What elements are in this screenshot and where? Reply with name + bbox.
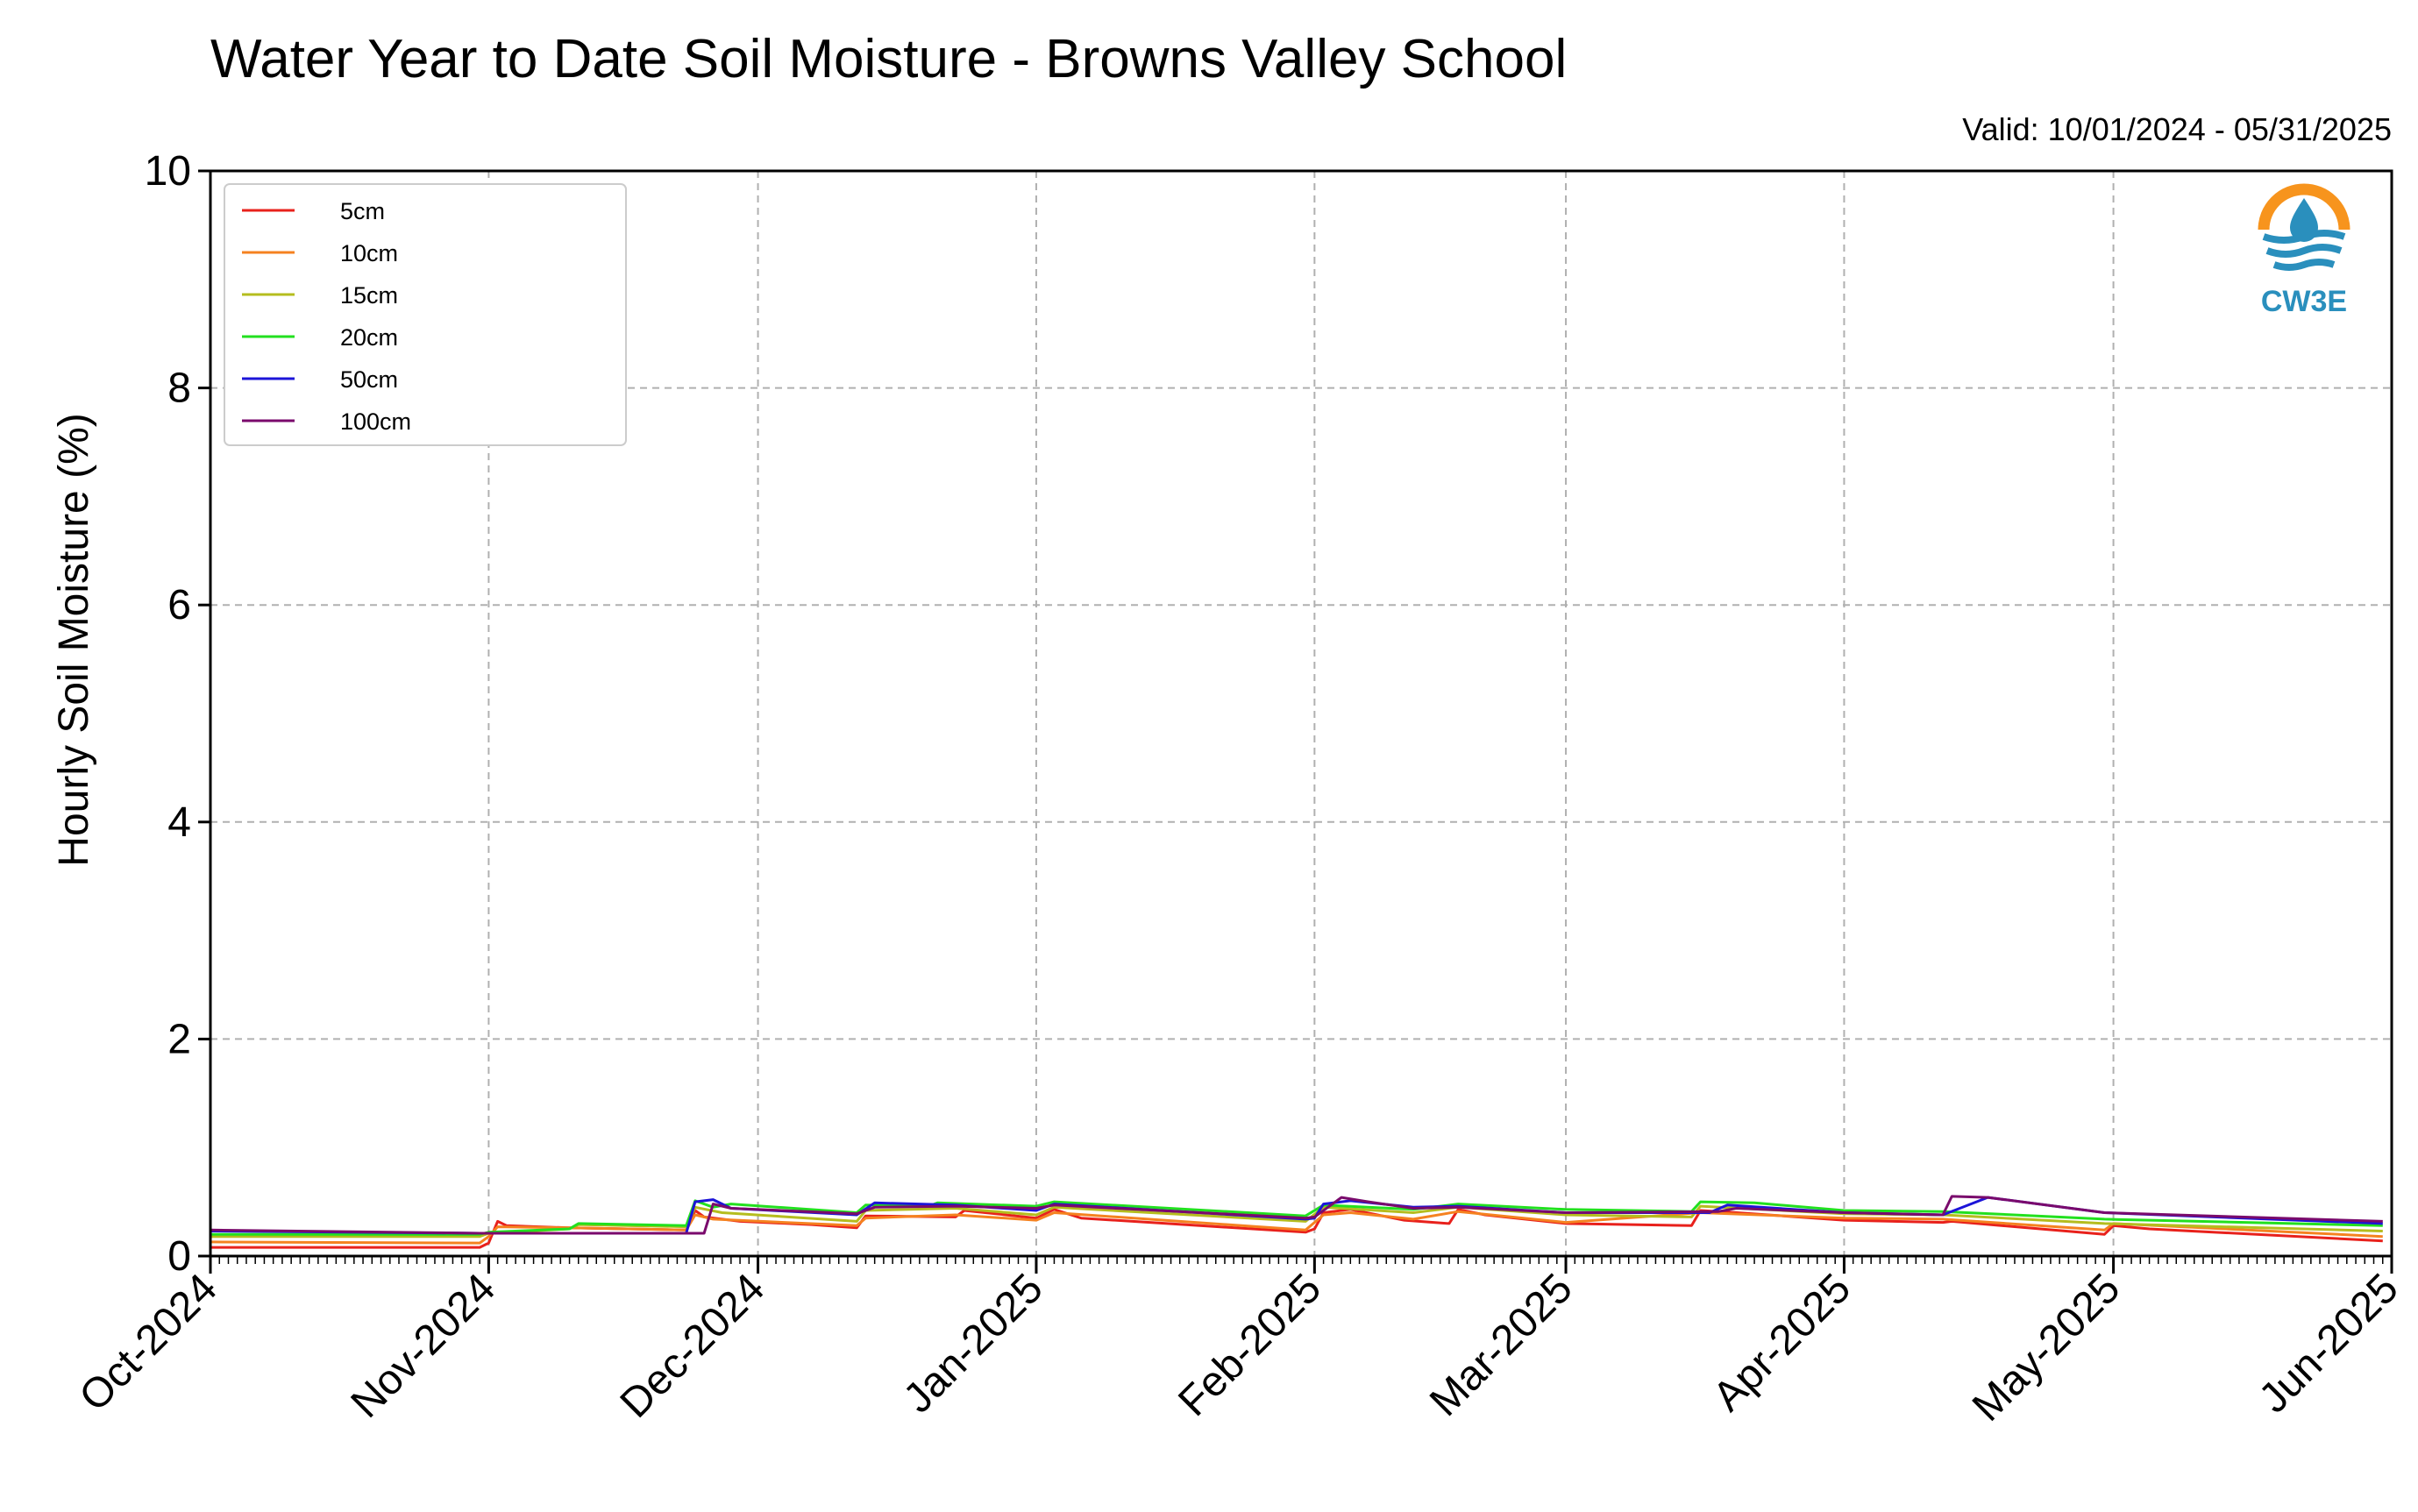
plot-frame (209, 169, 2393, 1258)
y-tick-label: 2 (167, 1016, 191, 1062)
legend-label: 10cm (340, 240, 398, 266)
y-tick-label: 10 (145, 148, 191, 195)
legend-label: 100cm (340, 408, 411, 435)
x-tick-label: May-2025 (1964, 1265, 2129, 1430)
logo-text: CW3E (2261, 285, 2347, 318)
x-tick-label: Mar-2025 (1421, 1265, 1582, 1425)
x-tick-label: Feb-2025 (1170, 1265, 1330, 1425)
x-tick-label: Jan-2025 (895, 1265, 1052, 1422)
legend-box (224, 183, 627, 446)
cw3e-logo: CW3E (2257, 183, 2351, 318)
grid-lines (210, 171, 2392, 1256)
valid-date-range: Valid: 10/01/2024 - 05/31/2025 (1962, 111, 2392, 147)
series-line-20cm (210, 1199, 2383, 1236)
x-tick-label: Apr-2025 (1704, 1265, 1860, 1420)
x-tick-label: Dec-2024 (612, 1265, 774, 1427)
legend-label: 20cm (340, 324, 398, 351)
y-tick-label: 8 (167, 366, 191, 412)
legend-label: 5cm (340, 198, 385, 224)
x-tick-label: Jun-2025 (2251, 1265, 2407, 1422)
y-axis-label: Hourly Soil Moisture (%) (51, 413, 97, 866)
chart-title: Water Year to Date Soil Moisture - Brown… (210, 29, 1567, 89)
legend: 5cm 10cm 15cm 20cm 50cm 100cm (224, 183, 627, 446)
y-tick-label: 4 (167, 799, 191, 846)
logo-wave-icon (2272, 259, 2336, 271)
logo-wave-icon (2265, 244, 2343, 258)
series-line-100cm (210, 1195, 2383, 1235)
legend-label: 50cm (340, 366, 398, 393)
x-tick-label: Nov-2024 (343, 1265, 505, 1427)
legend-label: 15cm (340, 282, 398, 309)
x-tick-label: Oct-2024 (71, 1265, 226, 1420)
water-drop-icon (2290, 198, 2318, 242)
y-tick-label: 6 (167, 582, 191, 628)
y-tick-label: 0 (167, 1233, 191, 1280)
series-lines (210, 1195, 2383, 1249)
